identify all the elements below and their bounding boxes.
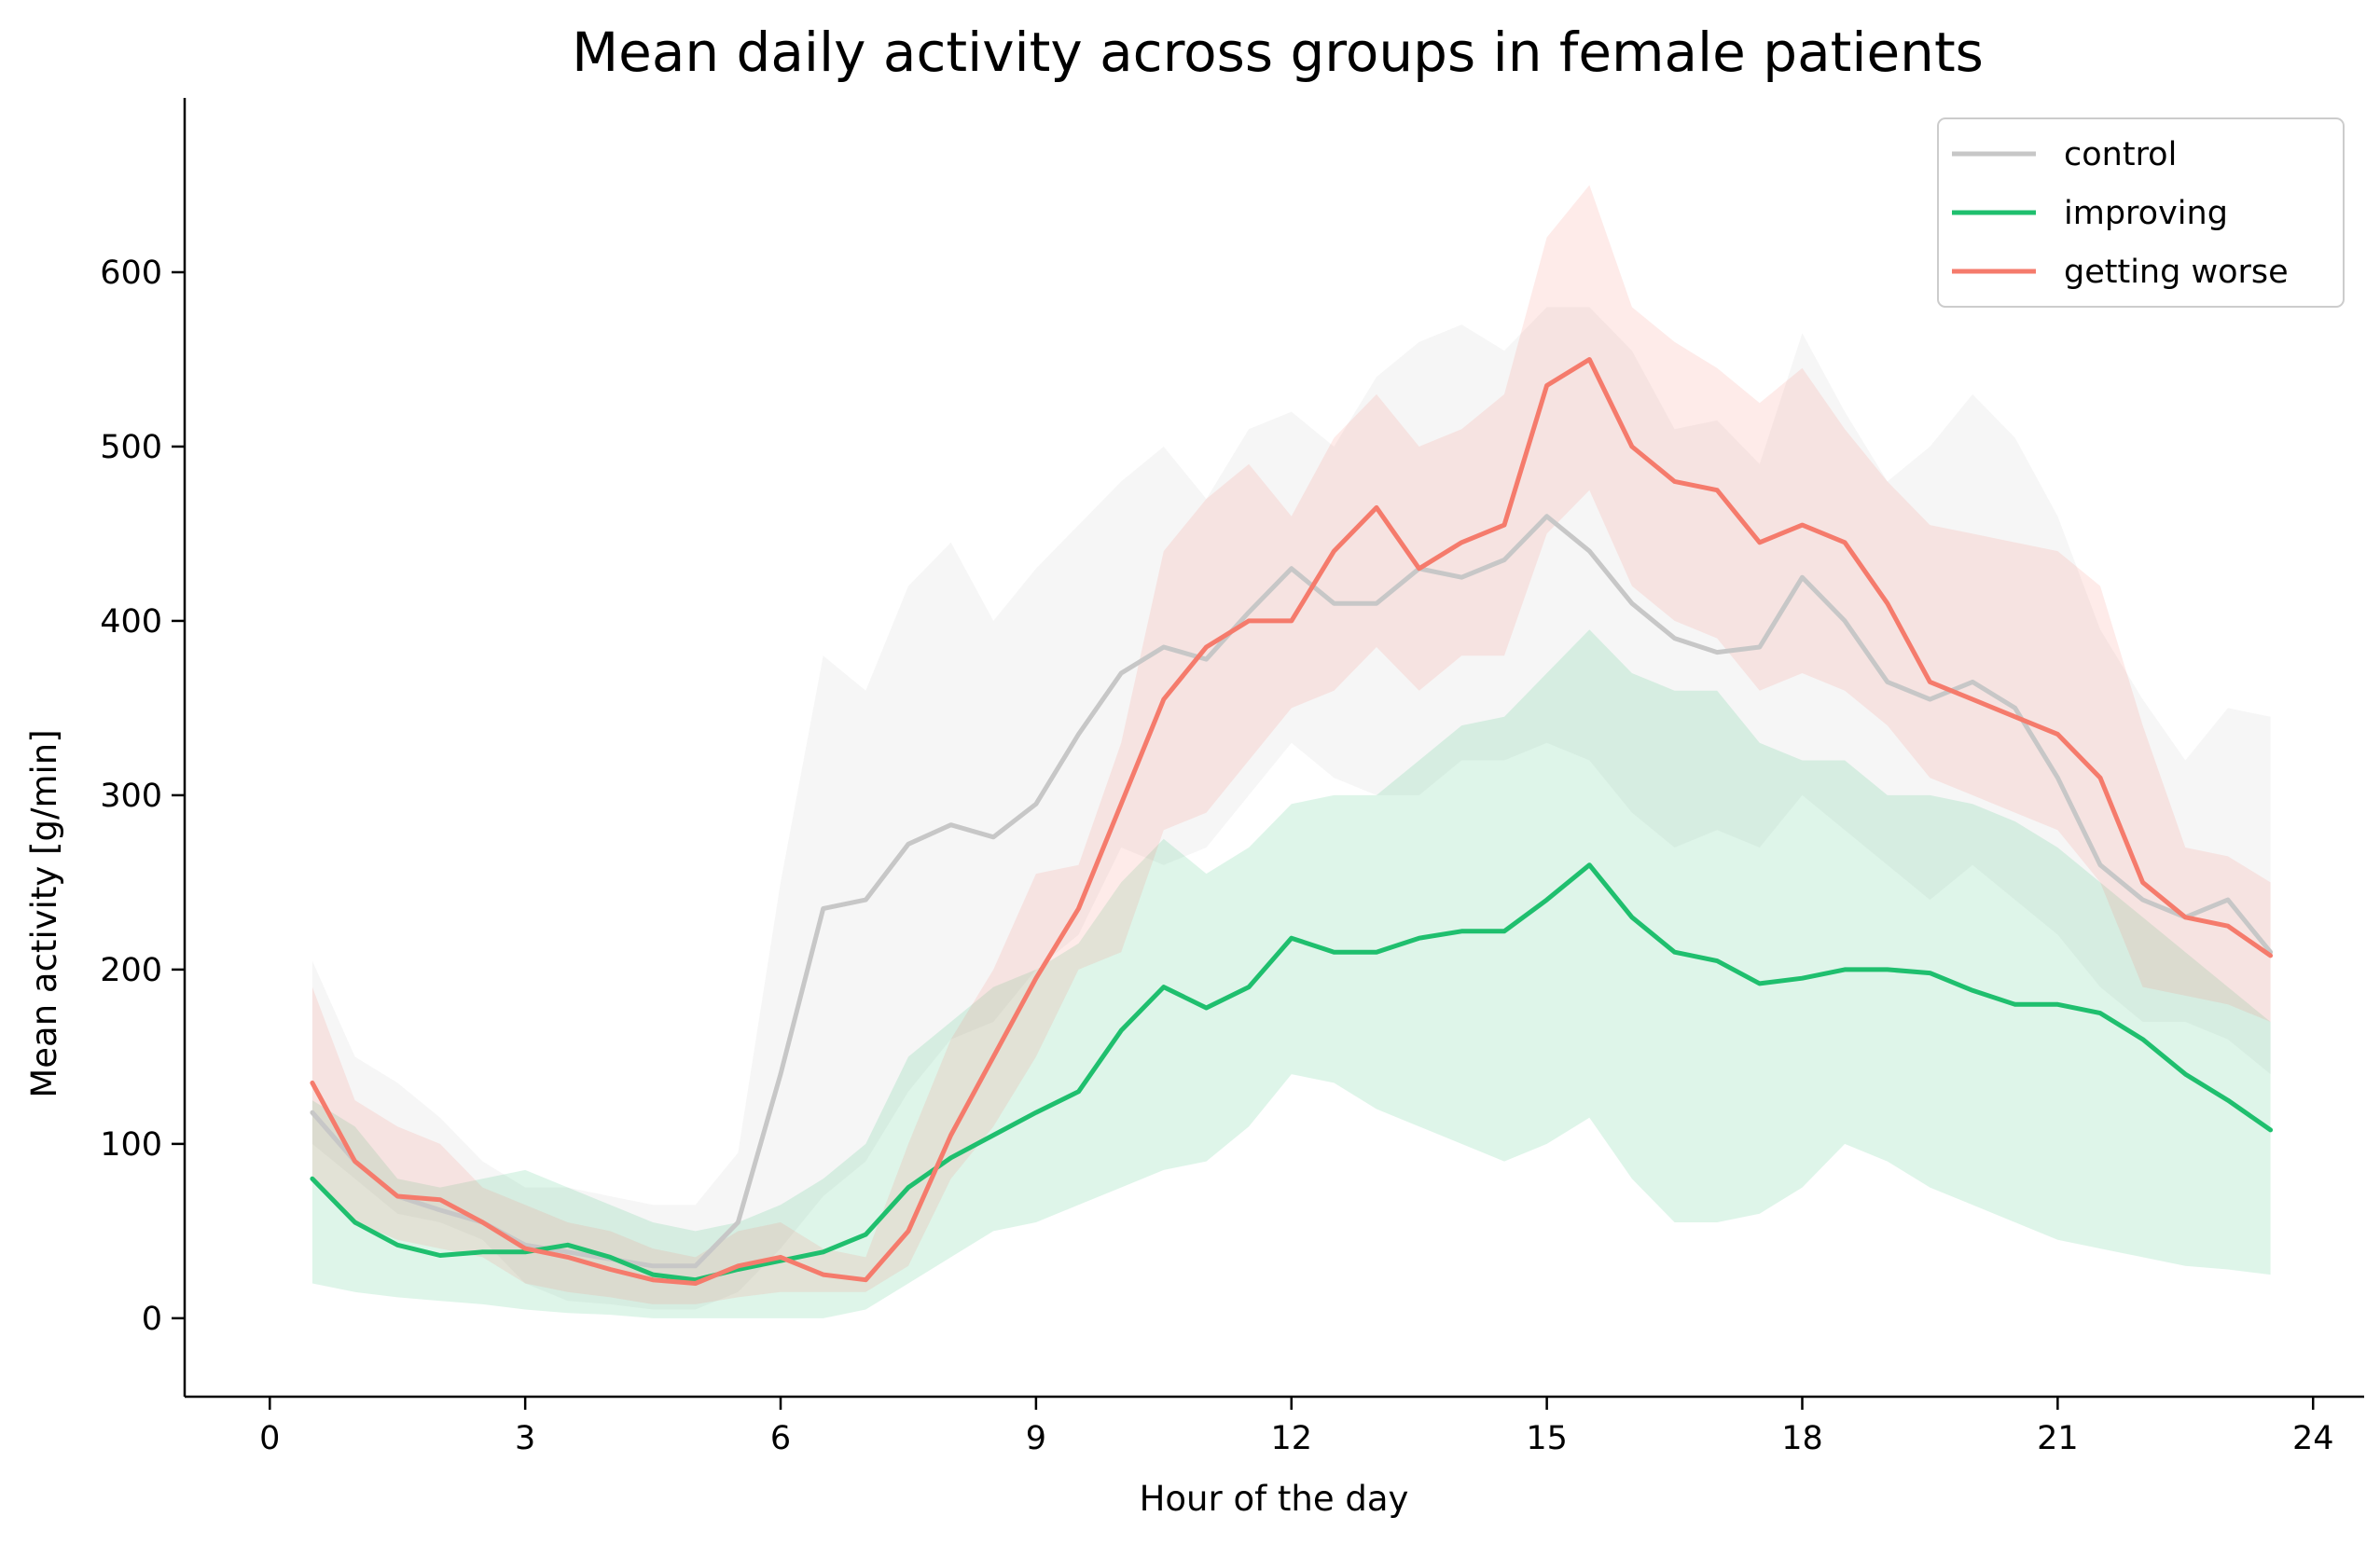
x-tick-label: 6 xyxy=(770,1420,791,1457)
legend-label-control: control xyxy=(2064,136,2177,173)
series-line-getting-worse xyxy=(310,357,2274,1286)
x-tick-label: 0 xyxy=(259,1420,280,1457)
legend-label-improving: improving xyxy=(2064,195,2228,232)
x-ticks: 0 3 6 9 12 15 18 21 24 xyxy=(259,1397,2334,1457)
band-control xyxy=(311,307,2271,1310)
y-tick-label: 300 xyxy=(100,778,162,815)
axes xyxy=(183,98,2364,1399)
series-line-control xyxy=(310,514,2274,1269)
legend: control improving getting worse xyxy=(1937,117,2345,308)
y-tick-label: 600 xyxy=(100,255,162,292)
series-line-improving xyxy=(310,862,2274,1283)
y-tick-label: 500 xyxy=(100,429,162,466)
y-tick-label: 400 xyxy=(100,603,162,641)
series-lines xyxy=(310,357,2274,1286)
legend-frame xyxy=(1937,117,2345,308)
y-ticks: 0 100 200 300 400 500 600 xyxy=(100,255,185,1338)
y-tick-label: 200 xyxy=(100,952,162,989)
legend-label-getting-worse: getting worse xyxy=(2064,254,2289,291)
y-tick-label: 0 xyxy=(142,1301,162,1338)
x-axis-label: Hour of the day xyxy=(1140,1479,1409,1519)
x-tick-label: 21 xyxy=(2037,1420,2079,1457)
x-tick-label: 12 xyxy=(1270,1420,1312,1457)
chart-title: Mean daily activity across groups in fem… xyxy=(572,21,1984,84)
x-tick-label: 3 xyxy=(515,1420,535,1457)
x-tick-label: 9 xyxy=(1026,1420,1046,1457)
y-axis-label: Mean activity [g/min] xyxy=(24,729,64,1097)
x-tick-label: 24 xyxy=(2292,1420,2334,1457)
x-tick-label: 18 xyxy=(1781,1420,1823,1457)
band-getting-worse xyxy=(311,185,2271,1304)
y-tick-label: 100 xyxy=(100,1126,162,1164)
band-improving xyxy=(311,629,2271,1318)
x-tick-label: 15 xyxy=(1526,1420,1568,1457)
confidence-bands xyxy=(311,185,2271,1318)
